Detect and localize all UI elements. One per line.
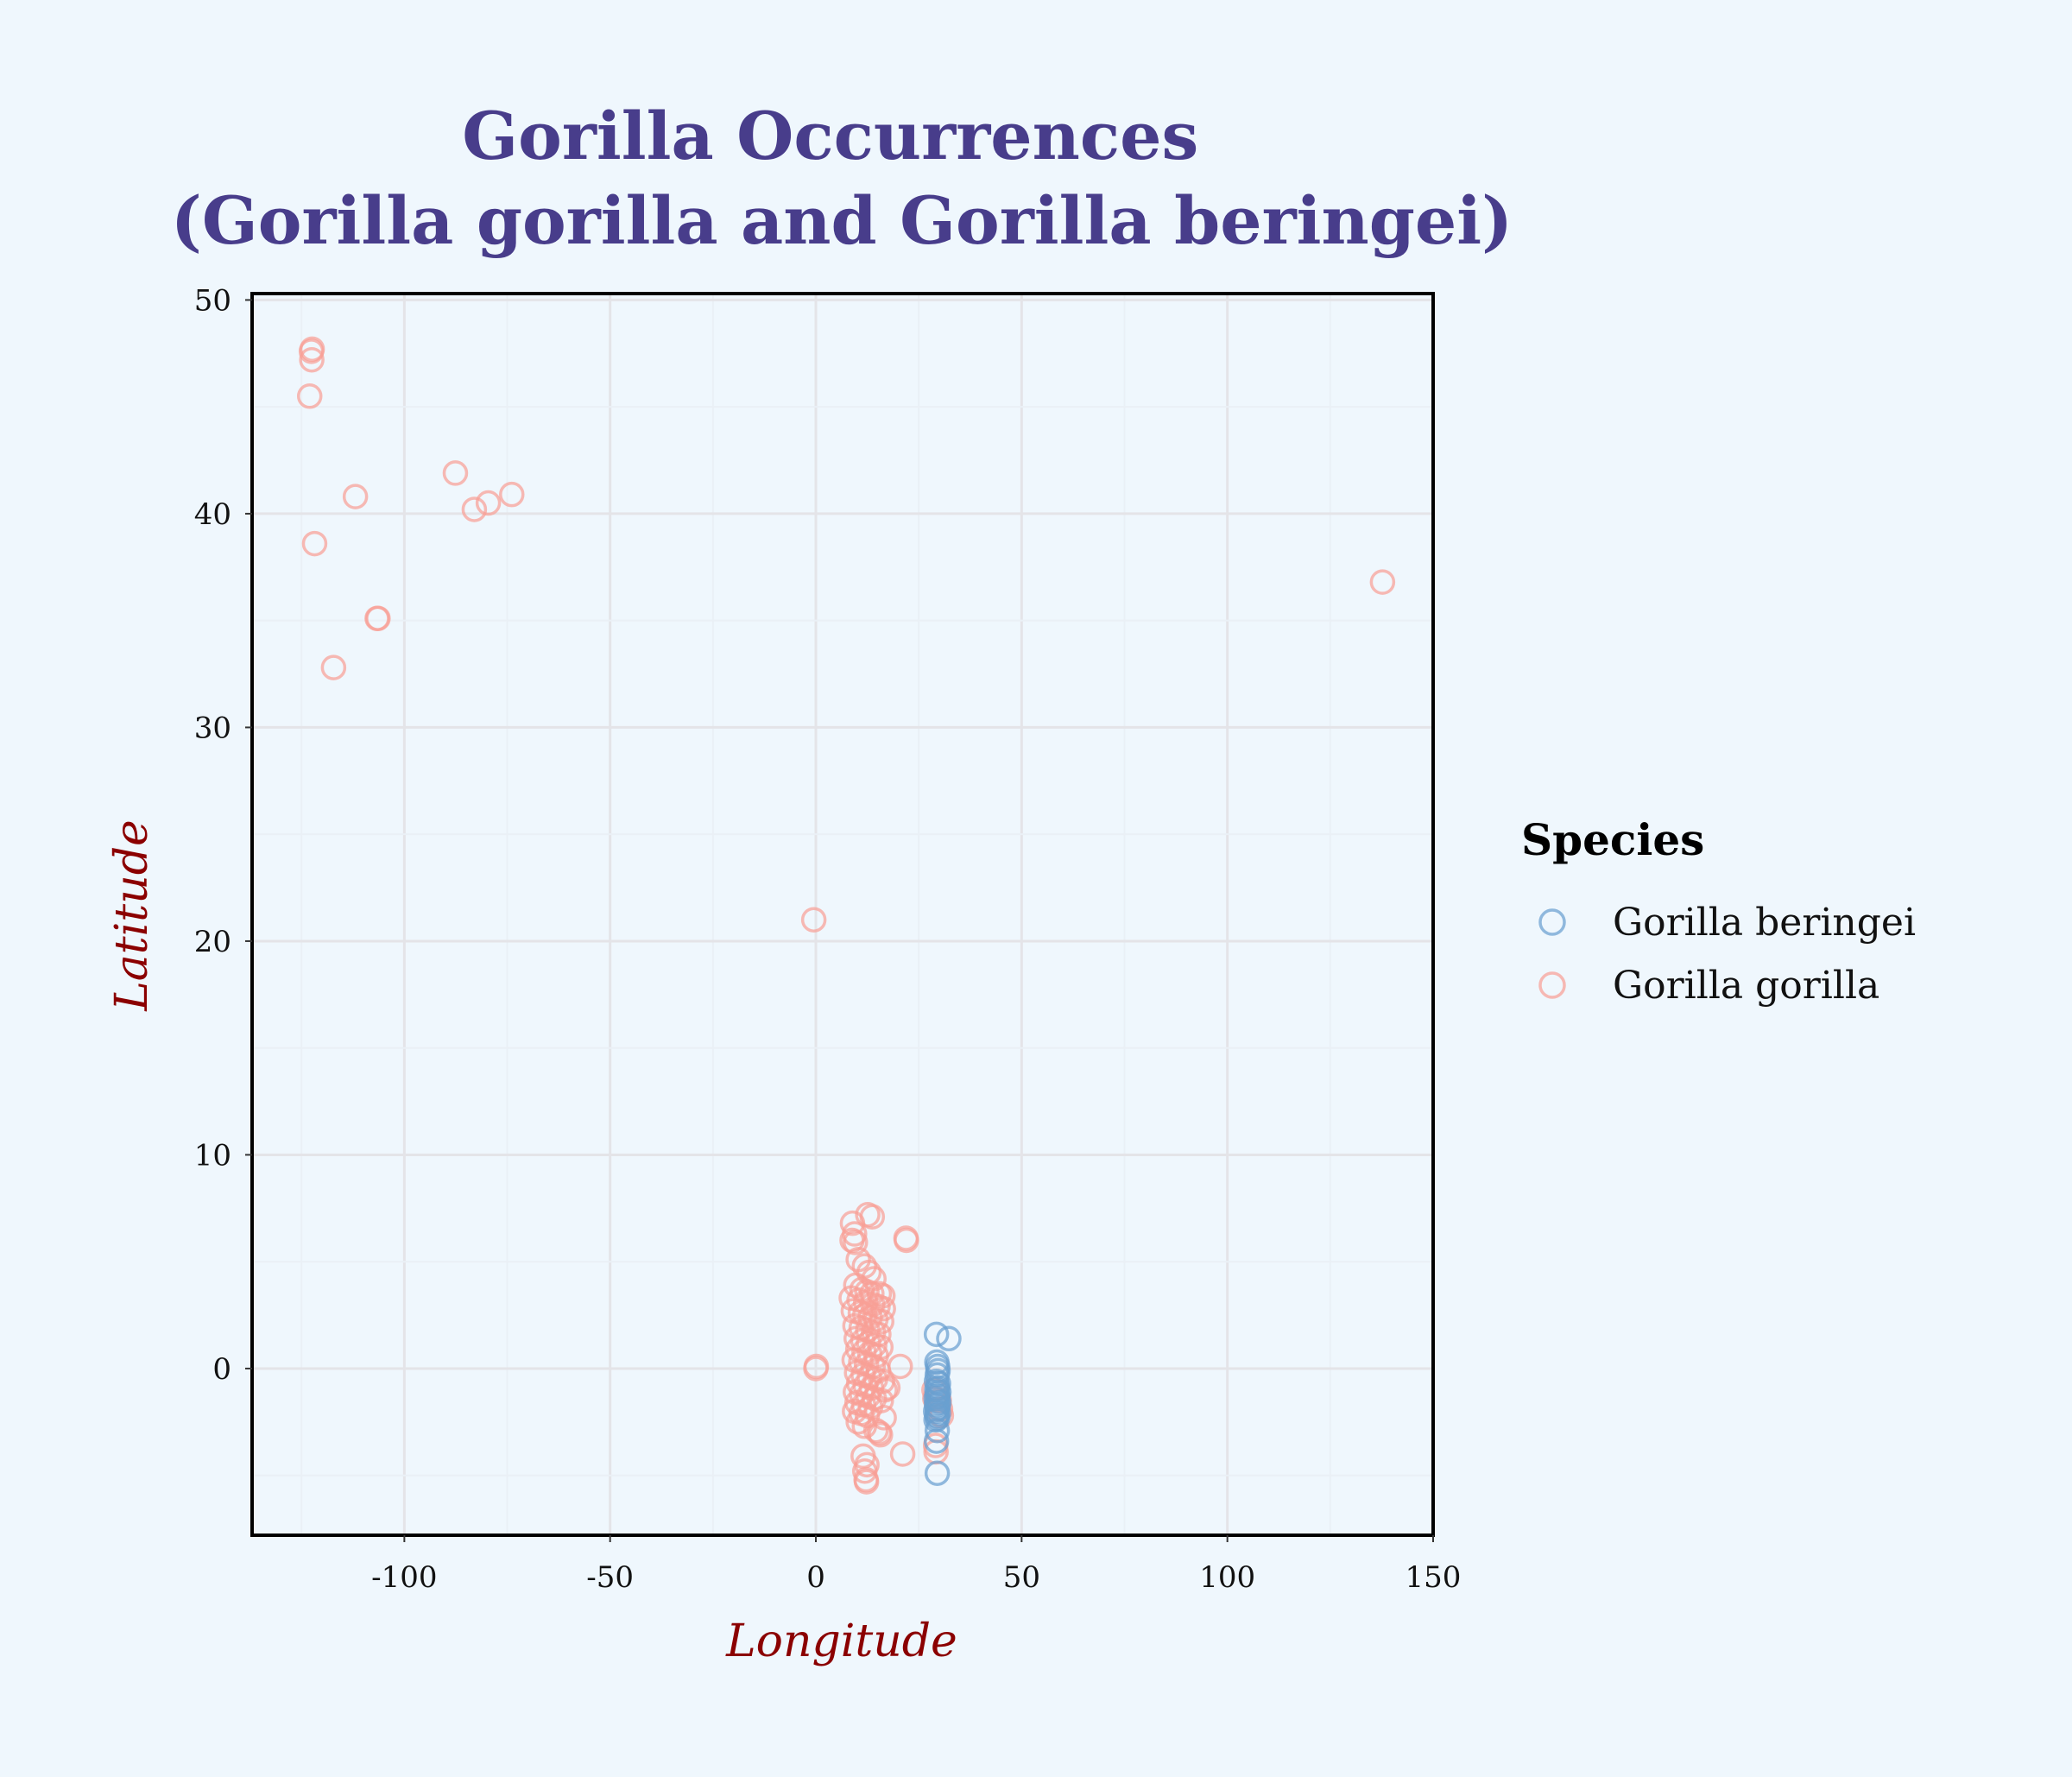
data-point [853, 1469, 880, 1495]
x-axis-title: Longitude [725, 1616, 957, 1667]
legend-label: Gorilla beringei [1613, 901, 1916, 945]
y-axis-title: Latitude [106, 819, 158, 1012]
chart-title: Gorilla Occurrences (Gorilla gorilla and… [171, 98, 1513, 259]
legend-marker [1538, 971, 1566, 999]
data-point [923, 1321, 950, 1348]
data-point [894, 1227, 919, 1254]
data-point [923, 1428, 950, 1454]
data-point [868, 1421, 894, 1448]
plot-frame [250, 292, 1435, 1537]
data-point [936, 1325, 962, 1352]
y-tick-label: 40 [194, 497, 231, 532]
data-point [803, 1353, 830, 1380]
data-point [342, 484, 369, 509]
data-point [320, 655, 347, 680]
y-tick-label: 20 [194, 925, 231, 959]
y-tick-label: 0 [212, 1352, 231, 1387]
data-point [851, 1458, 878, 1484]
x-tick-label: 150 [1406, 1560, 1462, 1595]
x-tick-label: 50 [1003, 1560, 1040, 1595]
data-point [889, 1441, 916, 1467]
data-point [924, 1417, 951, 1444]
y-tick-label: 30 [194, 711, 231, 745]
data-point [475, 490, 502, 516]
y-axis-ticks: 0 10 20 30 40 50 [194, 283, 252, 1387]
data-point [499, 481, 525, 508]
data-point [301, 530, 328, 557]
data-point [862, 1417, 889, 1444]
data-point [1369, 569, 1396, 595]
data-point [800, 907, 827, 933]
legend-label: Gorilla gorilla [1613, 964, 1879, 1008]
chart-title-line-1: Gorilla Occurrences [462, 98, 1198, 174]
y-tick-label: 50 [194, 283, 231, 318]
x-tick-label: 0 [806, 1560, 825, 1595]
x-axis-ticks: -100 -50 0 50 100 150 [371, 1535, 1461, 1595]
data-point [859, 1204, 886, 1230]
data-point [365, 605, 391, 631]
data-point [843, 1230, 869, 1255]
plot-points [296, 336, 1396, 1495]
data-point [924, 1460, 951, 1486]
data-point [299, 336, 325, 363]
y-tick-label: 10 [194, 1138, 231, 1173]
x-tick-label: -100 [371, 1560, 437, 1595]
legend-items: Gorilla beringei Gorilla gorilla [1538, 901, 1916, 1008]
legend-title: Species [1521, 814, 1704, 865]
x-tick-label: 100 [1199, 1560, 1255, 1595]
x-tick-label: -50 [586, 1560, 634, 1595]
data-point [296, 383, 323, 409]
chart-title-line-2: (Gorilla gorilla and Gorilla beringei) [171, 182, 1513, 259]
legend-marker [1538, 908, 1566, 936]
legend: Species Gorilla beringei Gorilla gorilla [1521, 814, 1916, 1008]
data-point [299, 346, 325, 373]
data-point [461, 496, 488, 522]
plot-grid [252, 294, 1435, 1535]
data-point [442, 460, 469, 486]
data-point [872, 1376, 898, 1403]
